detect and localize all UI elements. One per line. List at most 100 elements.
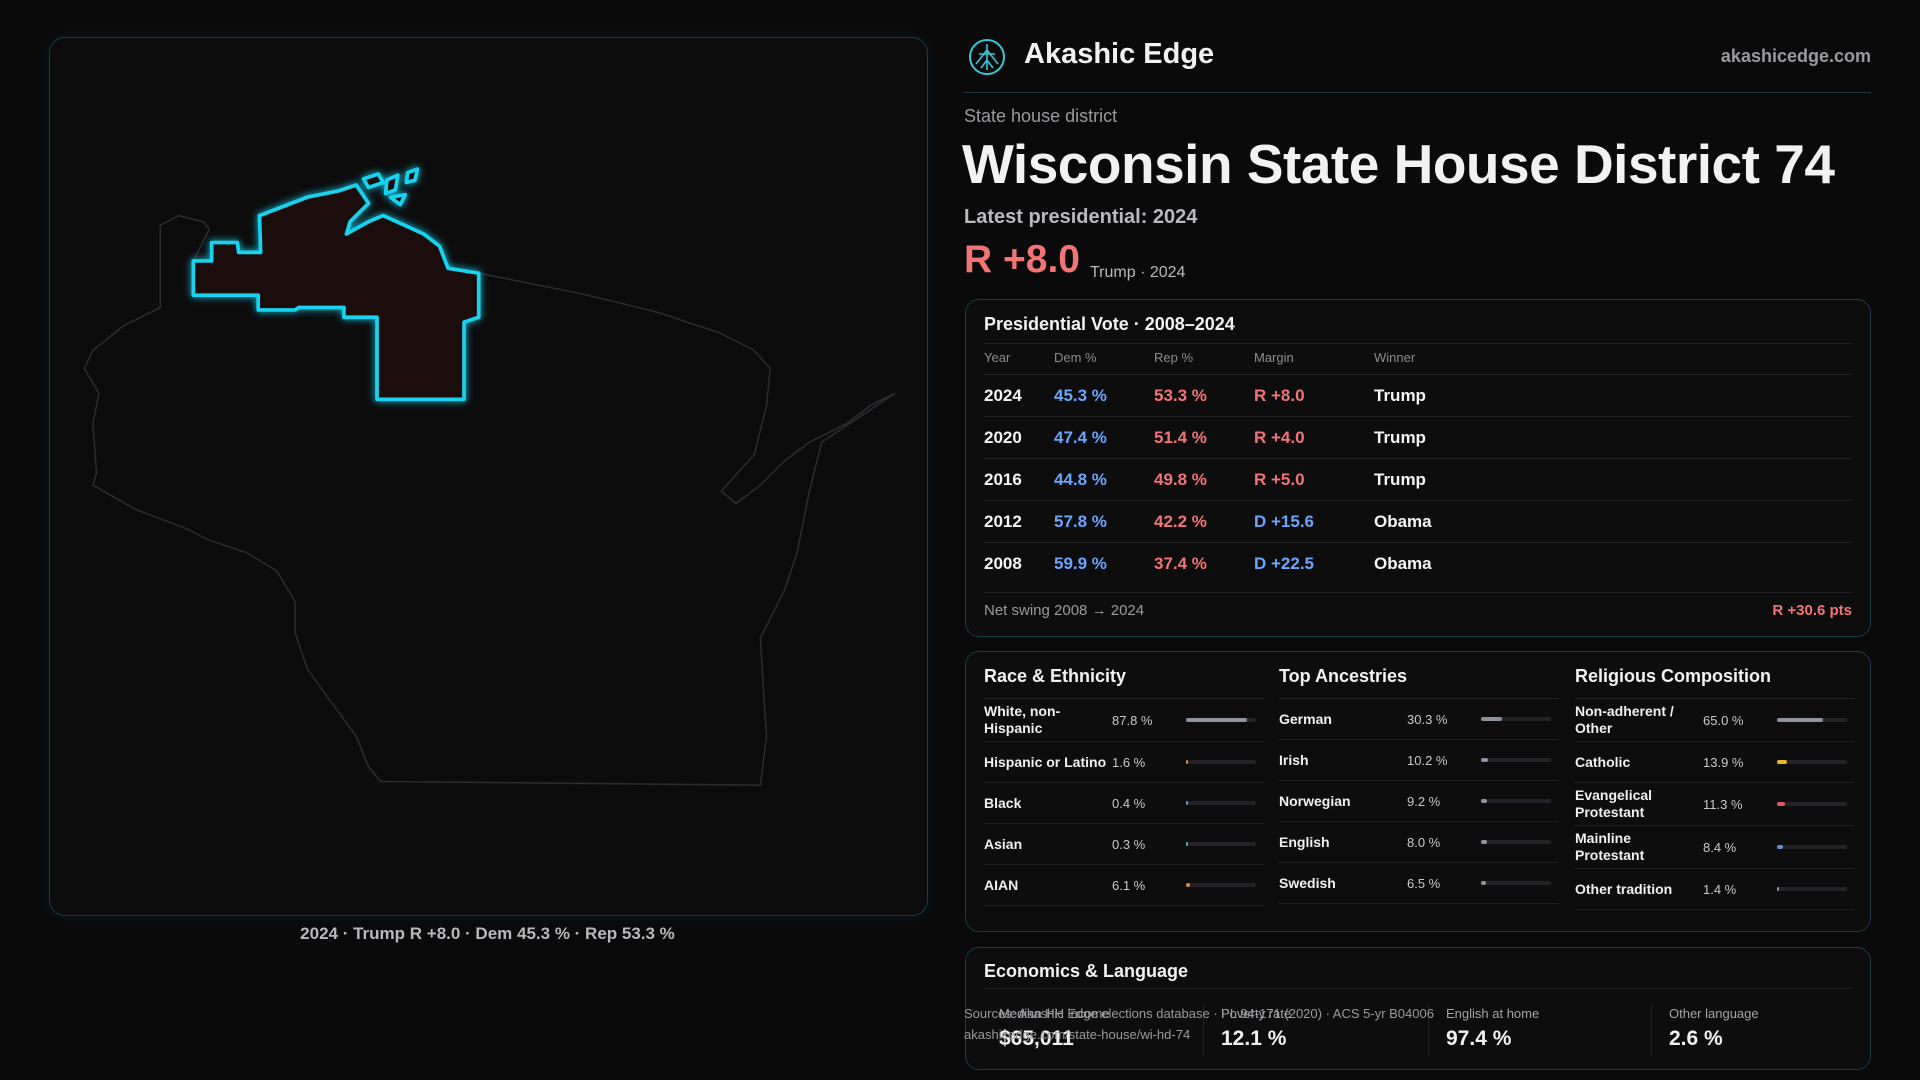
vote-row: 2012 57.8 % 42.2 % D +15.6 Obama [984,500,1852,542]
econ-label: English at home [1446,1006,1540,1021]
bar-track [1186,842,1256,846]
divider [984,592,1852,593]
bar-track [1481,758,1551,762]
card-title: Religious Composition [1575,666,1771,686]
column-header: Margin [1254,350,1294,365]
bar [1777,802,1785,806]
column-header: Dem % [1054,350,1097,365]
bar-track [1777,718,1847,722]
breakdown-label: Swedish [1279,874,1336,891]
vote-cell: Trump [1374,428,1426,447]
econ-label: Poverty rate [1221,1006,1292,1021]
brand: Akashic Edge [1024,38,1215,70]
breakdown-label: AIAN [984,876,1019,893]
vote-cell: Trump [1374,386,1426,405]
econ-stat: Median HH income $65,011 [999,1006,1209,1051]
breakdown-value: 8.4 % [1703,839,1737,855]
vote-row: 2024 45.3 % 53.3 % R +8.0 Trump [984,374,1852,416]
bar-track [1777,845,1847,849]
econ-label: Median HH income [999,1006,1110,1021]
vote-row: 2016 44.8 % 49.8 % R +5.0 Trump [984,458,1852,500]
breakdown-value: 6.1 % [1112,877,1146,893]
breakdown-row: Black 0.4 % [984,783,1264,824]
column-header: Winner [1374,350,1416,365]
breakdown-value: 11.3 % [1703,796,1743,812]
breakdown-row: Swedish 6.5 % [1279,863,1559,904]
bar-track [1777,802,1847,806]
divider [984,988,1852,989]
econ-value: 2.6 % [1669,1027,1723,1050]
vote-row: 2020 47.4 % 51.4 % R +4.0 Trump [984,416,1852,458]
vote-cell: 2024 [984,386,1022,405]
divider [1203,1004,1204,1056]
econ-value: 97.4 % [1446,1027,1512,1050]
vote-cell: 37.4 % [1154,554,1207,573]
bar-track [1186,801,1256,805]
bar [1777,887,1779,891]
vote-cell: 51.4 % [1154,428,1207,447]
vote-cell: Obama [1374,554,1432,573]
breakdown-list: German 30.3 % Irish 10.2 % Norwegian 9.2 % Eng… [1279,698,1559,904]
breakdown-value: 30.3 % [1407,711,1448,727]
breakdown-row: White, non-Hispanic 87.8 % [984,699,1264,742]
bar [1186,718,1248,722]
bar [1777,718,1823,722]
vote-cell: 45.3 % [1054,386,1107,405]
breakdown-row: Other tradition 1.4 % [1575,869,1855,910]
breakdown-label: German [1279,710,1332,727]
breakdown-value: 87.8 % [1112,712,1153,728]
bar [1186,883,1191,887]
bar [1777,760,1787,764]
breakdown-label: Catholic [1575,753,1631,770]
breakdown-value: 13.9 % [1703,754,1744,770]
breakdown-label: Mainline Protestant [1575,830,1645,863]
breakdown-row: Non-adherent / Other 65.0 % [1575,699,1855,742]
logo [969,39,1005,75]
econ-stat: English at home 97.4 % [1446,1006,1656,1051]
bar-track [1777,760,1847,764]
breakdown-list: White, non-Hispanic 87.8 % Hispanic or Lat… [984,698,1264,906]
vote-cell: 49.8 % [1154,470,1207,489]
sources: Sources: Akashic Edge elections database… [964,1006,1434,1021]
breakdown-label: Non-adherent / Other [1575,703,1674,736]
breakdown-label: Irish [1279,751,1309,768]
latest-note: Trump · 2024 [1090,264,1186,281]
swing-label: Net swing 2008 → 2024 [984,602,1145,619]
vote-cell: R +4.0 [1254,428,1305,447]
map [83,167,896,786]
state-outline [83,214,896,786]
bar [1481,717,1503,721]
breakdown-value: 65.0 % [1703,712,1744,728]
breakdown-value: 9.2 % [1407,793,1441,809]
breakdown-label: White, non-Hispanic [984,703,1061,736]
card-title: Race & Ethnicity [984,666,1127,686]
site-link[interactable]: akashicedge.com [1720,46,1871,66]
economics-card: Economics & Language Median HH income $65… [965,947,1871,1070]
vote-cell: R +5.0 [1254,470,1305,489]
swing-value: R +30.6 pts [1772,602,1852,619]
breakdown-value: 1.4 % [1703,881,1737,897]
vote-cell: 42.2 % [1154,512,1207,531]
bar [1481,840,1487,844]
breakdown-row: AIAN 6.1 % [984,865,1264,906]
breakdown-label: Asian [984,835,1023,852]
bar [1777,845,1783,849]
econ-value: 12.1 % [1221,1027,1287,1050]
district-74 [191,167,481,402]
latest-label: Latest presidential: 2024 [964,206,1198,228]
breakdown-row: Irish 10.2 % [1279,740,1559,781]
demographics-card: Race & Ethnicity White, non-Hispanic 87.8 … [965,651,1871,932]
breakdown-row: Evangelical Protestant 11.3 % [1575,783,1855,826]
vote-cell: 44.8 % [1054,470,1107,489]
bar-track [1481,717,1551,721]
vote-cell: 2016 [984,470,1022,489]
source-url[interactable]: akashicedge.com/state-house/wi-hd-74 [964,1027,1191,1042]
bar-track [1481,840,1551,844]
bar-track [1481,881,1551,885]
bar-track [1186,760,1256,764]
breakdown-row: Hispanic or Latino 1.6 % [984,742,1264,783]
vote-cell: 57.8 % [1054,512,1107,531]
breakdown-label: Hispanic or Latino [984,753,1107,770]
breakdown-value: 0.3 % [1112,836,1146,852]
